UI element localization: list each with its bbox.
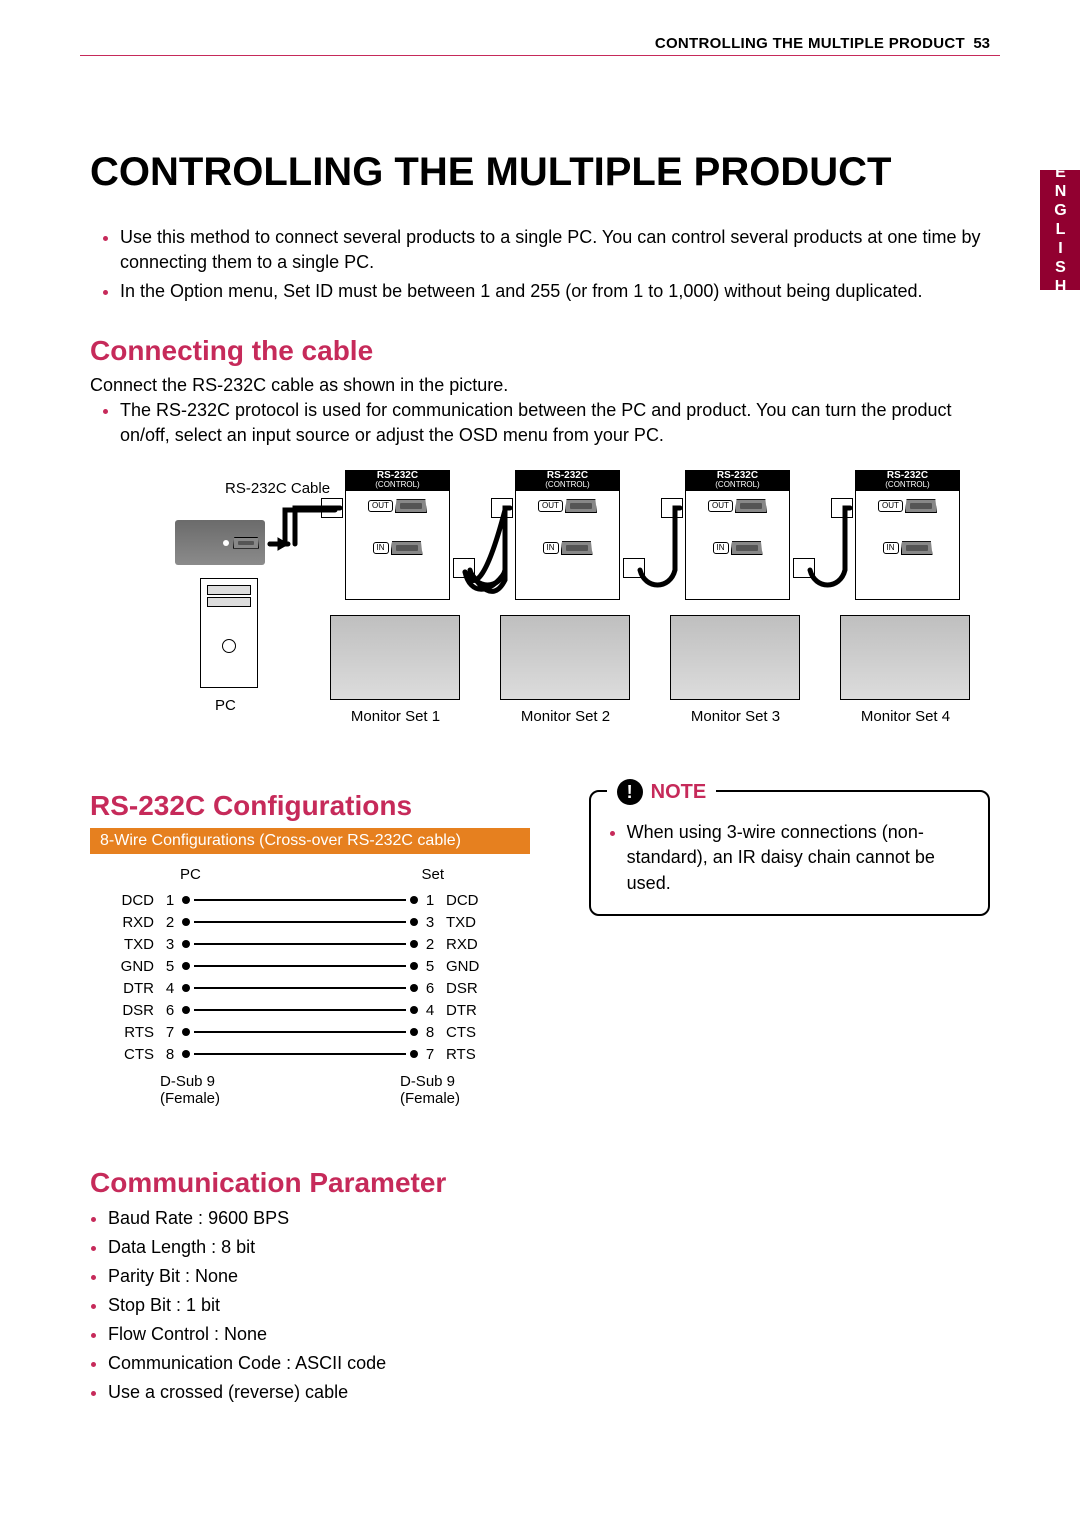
cable-label: RS-232C Cable bbox=[225, 480, 330, 497]
cable-plug bbox=[793, 558, 815, 578]
wiring-row: DTR46DSR bbox=[120, 977, 480, 999]
wiring-row: DCD11DCD bbox=[120, 889, 480, 911]
page-title: CONTROLLING THE MULTIPLE PRODUCT bbox=[90, 150, 990, 195]
pc-back-panel bbox=[175, 520, 265, 565]
language-tab: ENGLISH bbox=[1040, 170, 1080, 290]
cable-plug bbox=[623, 558, 645, 578]
cable-plug bbox=[453, 558, 475, 578]
intro-item: Use this method to connect several produ… bbox=[120, 225, 990, 275]
wiring-row: DSR64DTR bbox=[120, 999, 480, 1021]
section-comm-title: Communication Parameter bbox=[90, 1167, 990, 1199]
header-title-text: CONTROLLING THE MULTIPLE PRODUCT bbox=[655, 35, 965, 52]
page-number: 53 bbox=[973, 35, 990, 52]
monitor-label: Monitor Set 3 bbox=[668, 708, 803, 725]
note-box: ! NOTE When using 3-wire connections (no… bbox=[589, 790, 990, 916]
control-module: RS-232C(CONTROL)OUTIN bbox=[515, 470, 620, 600]
intro-list: Use this method to connect several produ… bbox=[120, 225, 990, 305]
wiring-row: RXD23TXD bbox=[120, 911, 480, 933]
comm-parameter-item: Stop Bit : 1 bit bbox=[108, 1292, 990, 1319]
monitor bbox=[670, 615, 800, 700]
wiring-diagram: PC Set DCD11DCDRXD23TXDTXD32RXDGND55GNDD… bbox=[120, 866, 480, 1107]
wiring-row: TXD32RXD bbox=[120, 933, 480, 955]
note-legend: ! NOTE bbox=[607, 778, 717, 806]
connecting-bullet: The RS-232C protocol is used for communi… bbox=[120, 398, 990, 448]
comm-parameter-item: Use a crossed (reverse) cable bbox=[108, 1379, 990, 1406]
wiring-row: RTS78CTS bbox=[120, 1021, 480, 1043]
comm-parameter-item: Parity Bit : None bbox=[108, 1263, 990, 1290]
monitor-label: Monitor Set 4 bbox=[838, 708, 973, 725]
connecting-list: The RS-232C protocol is used for communi… bbox=[120, 398, 990, 448]
section-config-title: RS-232C Configurations bbox=[90, 790, 549, 822]
comm-parameter-item: Communication Code : ASCII code bbox=[108, 1350, 990, 1377]
cable-plug bbox=[661, 498, 683, 518]
cable-plug bbox=[491, 498, 513, 518]
monitor bbox=[330, 615, 460, 700]
wiring-footer-left: D-Sub 9 (Female) bbox=[160, 1073, 220, 1107]
connection-diagram: RS-232C Cable PC RS-232C(CONTROL)OUTINRS… bbox=[230, 460, 980, 750]
comm-parameter-item: Flow Control : None bbox=[108, 1321, 990, 1348]
monitor bbox=[840, 615, 970, 700]
cable-plug bbox=[321, 498, 343, 518]
control-module: RS-232C(CONTROL)OUTIN bbox=[685, 470, 790, 600]
monitor bbox=[500, 615, 630, 700]
info-icon: ! bbox=[617, 779, 643, 805]
section-connecting-title: Connecting the cable bbox=[90, 335, 990, 367]
note-region: ! NOTE When using 3-wire connections (no… bbox=[589, 790, 990, 916]
wiring-col-right: Set bbox=[421, 866, 444, 883]
control-module: RS-232C(CONTROL)OUTIN bbox=[855, 470, 960, 600]
comm-parameter-item: Baud Rate : 9600 BPS bbox=[108, 1205, 990, 1232]
monitor-label: Monitor Set 1 bbox=[328, 708, 463, 725]
wiring-col-left: PC bbox=[180, 866, 201, 883]
config-banner: 8-Wire Configurations (Cross-over RS-232… bbox=[90, 828, 530, 854]
connecting-lead: Connect the RS-232C cable as shown in th… bbox=[90, 373, 990, 398]
comm-parameter-list: Baud Rate : 9600 BPSData Length : 8 bitP… bbox=[108, 1205, 990, 1406]
control-module: RS-232C(CONTROL)OUTIN bbox=[345, 470, 450, 600]
note-text: When using 3-wire connections (non-stand… bbox=[627, 820, 970, 896]
pc-label: PC bbox=[215, 697, 236, 714]
pc-tower bbox=[200, 578, 258, 688]
intro-item: In the Option menu, Set ID must be betwe… bbox=[120, 279, 990, 304]
running-header: CONTROLLING THE MULTIPLE PRODUCT 53 bbox=[655, 35, 990, 52]
cable-plug bbox=[831, 498, 853, 518]
wiring-row: GND55GND bbox=[120, 955, 480, 977]
wiring-footer-right: D-Sub 9 (Female) bbox=[400, 1073, 460, 1107]
wiring-row: CTS87RTS bbox=[120, 1043, 480, 1065]
monitor-label: Monitor Set 2 bbox=[498, 708, 633, 725]
top-divider bbox=[80, 55, 1000, 56]
note-title: NOTE bbox=[651, 778, 707, 806]
comm-parameter-item: Data Length : 8 bit bbox=[108, 1234, 990, 1261]
